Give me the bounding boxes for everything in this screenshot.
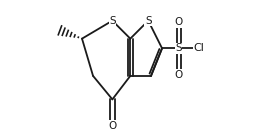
Text: O: O (174, 17, 183, 27)
Text: O: O (174, 70, 183, 79)
Text: Cl: Cl (194, 43, 205, 53)
Text: S: S (145, 16, 151, 26)
Text: S: S (109, 16, 116, 26)
Text: O: O (108, 121, 117, 131)
Text: S: S (175, 43, 182, 53)
